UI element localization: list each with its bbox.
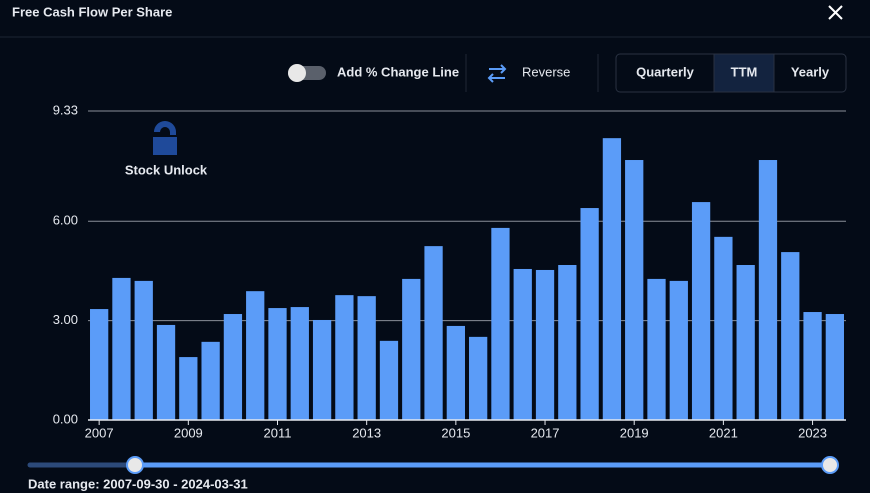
bar	[513, 268, 532, 420]
x-tick-label: 2021	[709, 425, 738, 440]
x-tick-label: 2007	[85, 425, 114, 440]
x-tick-label: 2009	[174, 425, 203, 440]
bar	[714, 236, 733, 420]
bar	[134, 280, 153, 420]
bar	[558, 265, 577, 420]
bar	[669, 280, 688, 420]
bar	[491, 227, 510, 420]
reverse-button[interactable]: Reverse	[487, 64, 570, 83]
x-tick-label: 2013	[352, 425, 381, 440]
bar	[424, 246, 443, 420]
bar	[379, 340, 399, 420]
bar	[825, 314, 844, 420]
reverse-icon	[487, 64, 507, 83]
x-tick-label: 2017	[531, 425, 560, 440]
period-label: TTM	[731, 64, 758, 79]
bar	[781, 252, 800, 420]
bar	[647, 278, 666, 420]
toggle-label: Add % Change Line	[337, 64, 459, 79]
range-handle[interactable]	[821, 456, 839, 474]
x-tick-label: 2011	[264, 425, 292, 440]
bar	[223, 314, 243, 420]
bar	[290, 307, 309, 420]
bar	[402, 278, 421, 420]
bar	[246, 291, 265, 420]
bar	[201, 341, 220, 420]
bar	[112, 277, 131, 420]
toggle-knob	[288, 64, 306, 82]
bar	[602, 138, 622, 420]
bar	[179, 357, 198, 420]
bar	[625, 160, 644, 420]
bar	[357, 296, 376, 420]
bar	[156, 324, 176, 420]
bar	[312, 319, 332, 420]
bar	[446, 325, 465, 420]
watermark-icon	[153, 121, 177, 155]
bar	[736, 265, 755, 420]
bar	[469, 336, 488, 420]
bar	[691, 202, 711, 420]
watermark-text: Stock Unlock	[125, 162, 208, 177]
title: Free Cash Flow Per Share	[12, 4, 172, 19]
x-tick-label: 2023	[798, 425, 827, 440]
bar	[580, 208, 599, 420]
reverse-label: Reverse	[522, 64, 570, 79]
y-tick-label: 0.00	[53, 411, 78, 426]
period-label: Quarterly	[636, 64, 695, 79]
close-icon	[828, 5, 843, 20]
close-button[interactable]	[828, 5, 843, 20]
bar	[90, 309, 109, 420]
bar	[758, 160, 778, 420]
bar	[335, 295, 354, 420]
x-tick-label: 2015	[441, 425, 470, 440]
watermark: Stock Unlock	[125, 121, 208, 177]
y-tick-label: 3.00	[53, 312, 78, 327]
x-tick-label: 2019	[620, 425, 649, 440]
y-tick-label: 9.33	[53, 102, 78, 117]
bar	[535, 269, 555, 420]
date-range: Date range: 2007-09-30 - 2024-03-31	[28, 476, 248, 491]
bar	[268, 308, 287, 420]
bar	[803, 312, 822, 420]
y-tick-label: 6.00	[53, 213, 78, 228]
toggle[interactable]	[288, 64, 326, 82]
period-button[interactable]	[713, 53, 775, 93]
period-label: Yearly	[791, 64, 830, 79]
range-handle[interactable]	[126, 456, 144, 474]
